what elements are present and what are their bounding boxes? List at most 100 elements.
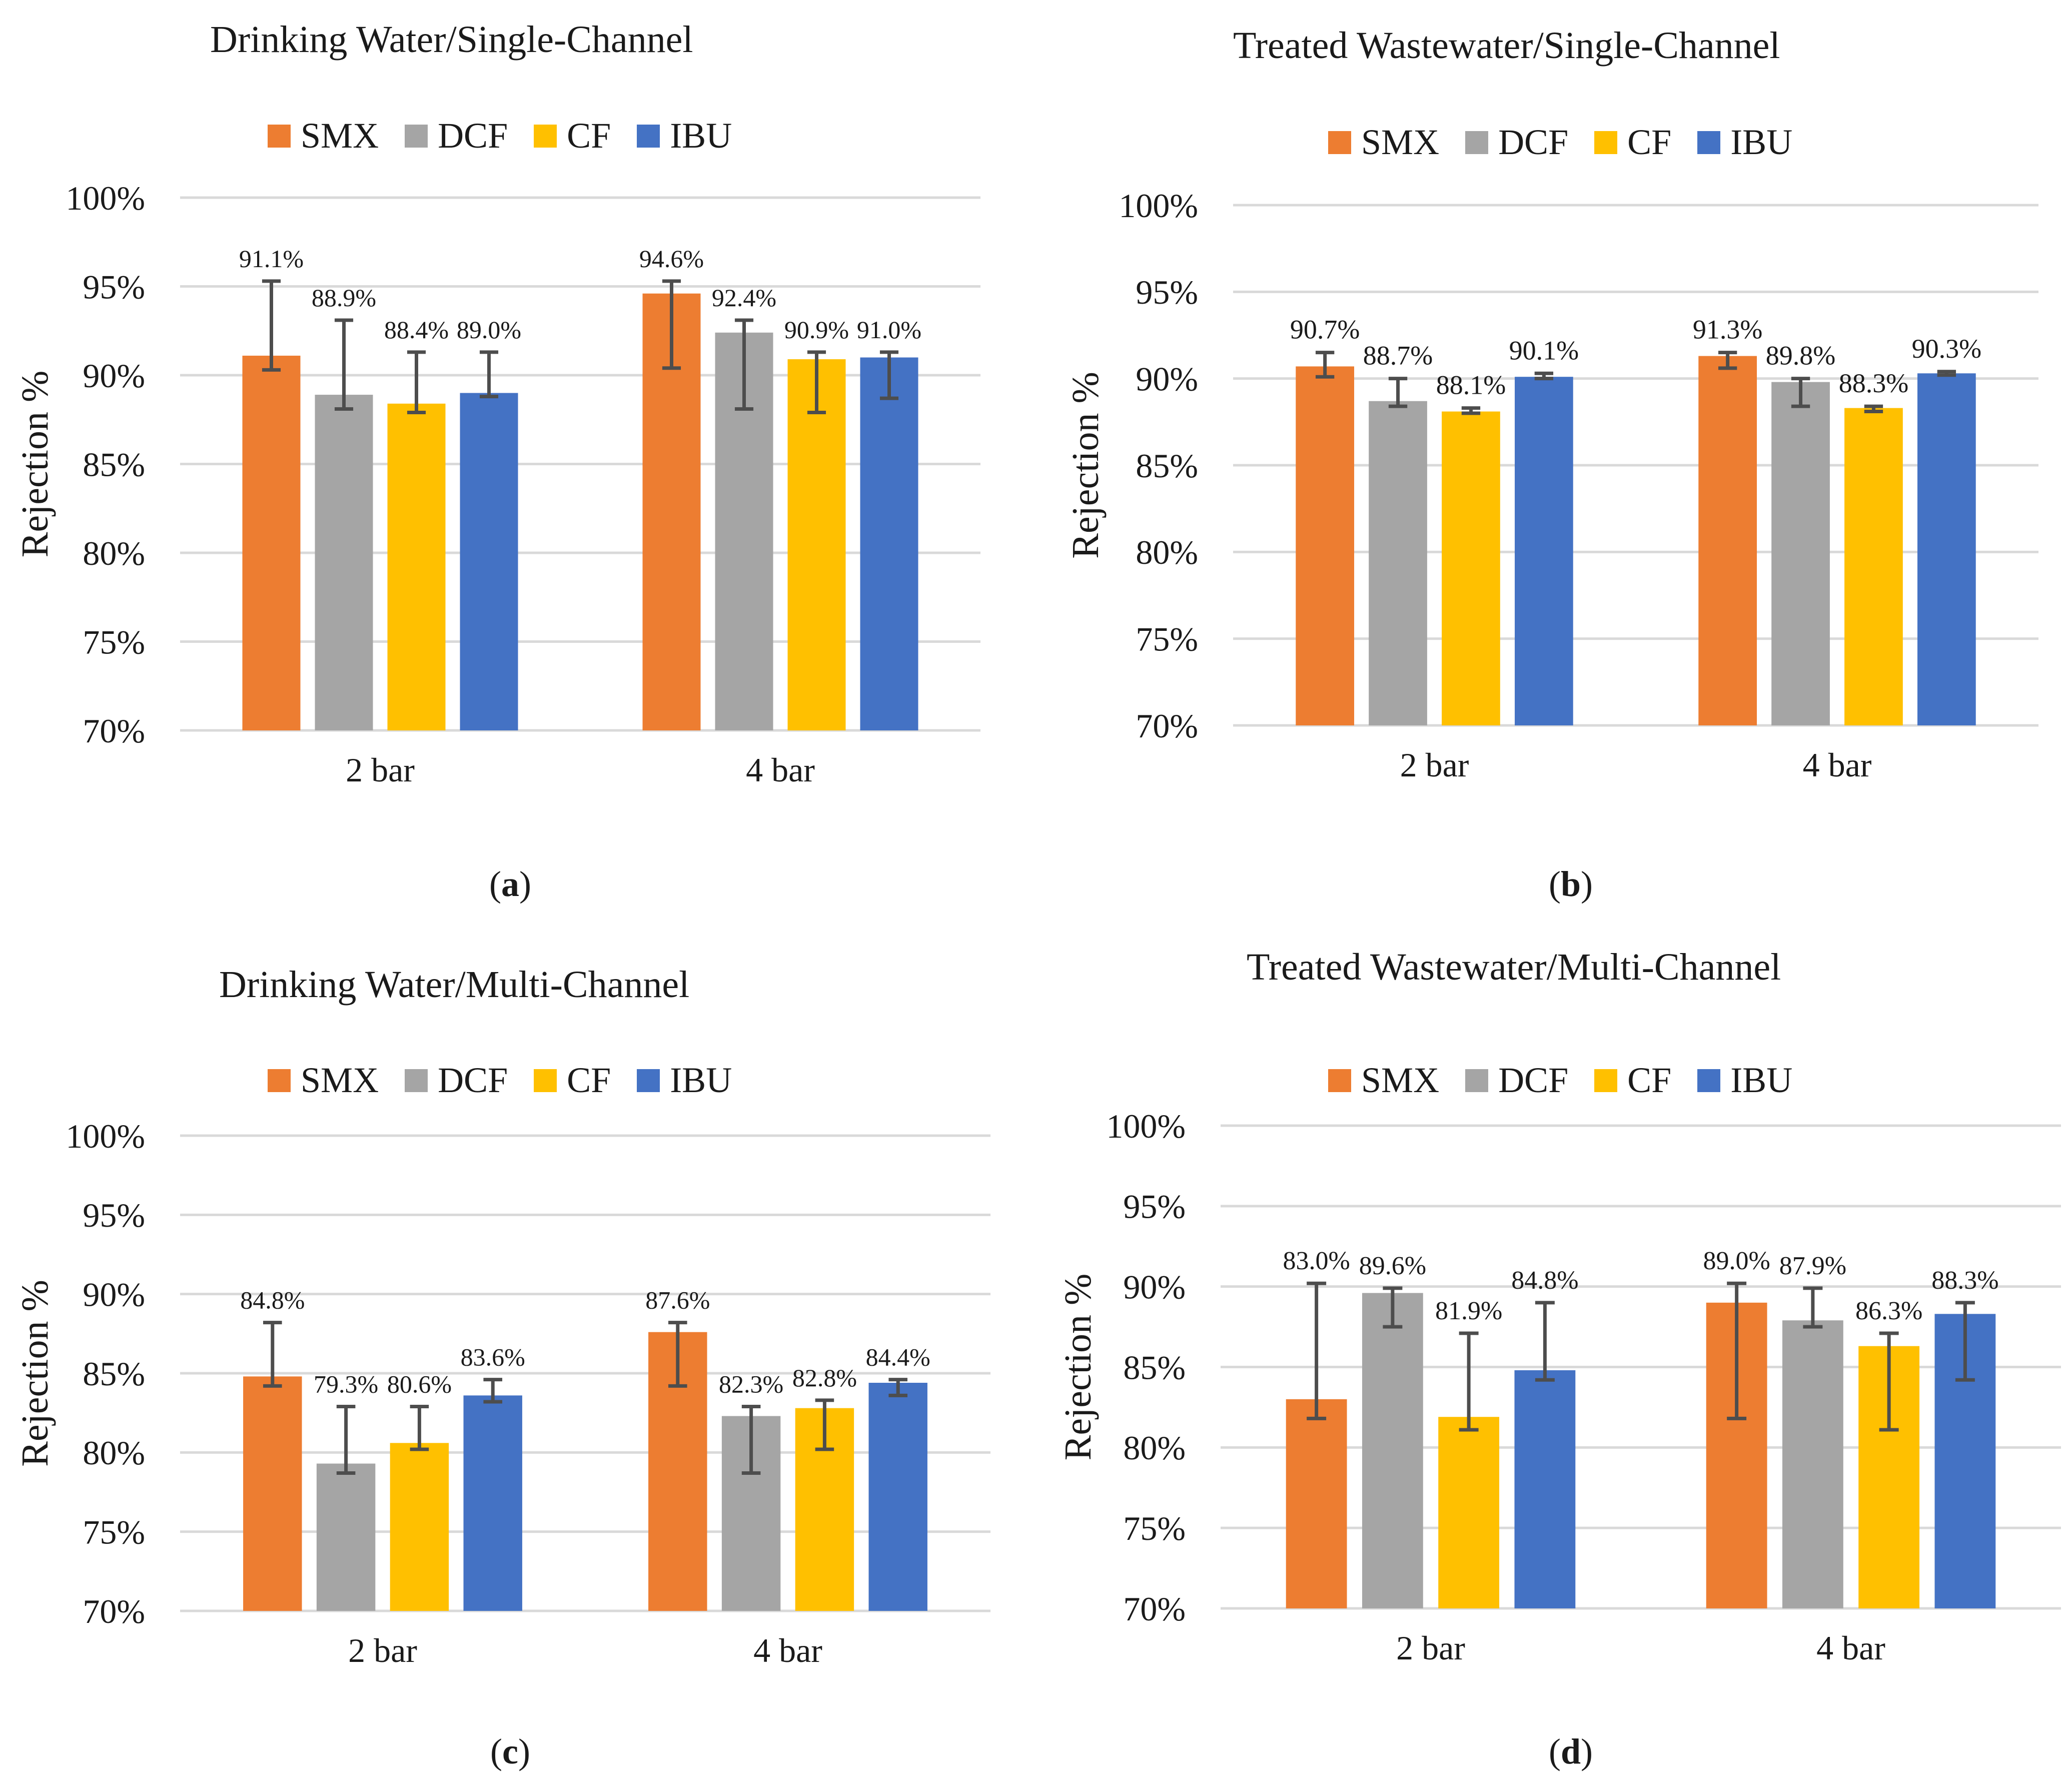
data-label: 91.0% xyxy=(857,316,921,344)
bar-chart: 70%75%80%85%90%95%100%Rejection %90.7%88… xyxy=(1065,187,2038,784)
bar-chart: 70% 75% 80% 85% 90% 95% 100% Rejection % 91.1% 88… xyxy=(14,179,980,789)
legend-item-cf: CF xyxy=(1594,122,1671,163)
legend-swatch-cf xyxy=(1594,1069,1618,1092)
y-axis-label: Rejection % xyxy=(1057,1274,1099,1461)
legend-item-smx: SMX xyxy=(268,1060,379,1101)
x-tick-label: 2 bar xyxy=(1396,1629,1465,1667)
bar-smx xyxy=(243,1376,302,1611)
data-label: 91.1% xyxy=(239,245,304,273)
y-tick-label: 80% xyxy=(83,1434,145,1472)
legend-item-smx: SMX xyxy=(1328,122,1439,163)
data-label: 87.6% xyxy=(645,1286,710,1314)
y-tick-label: 85% xyxy=(1136,447,1198,485)
data-label: 83.0% xyxy=(1283,1247,1350,1275)
y-tick-label: 100% xyxy=(1119,187,1198,225)
bar-chart: 70% 75% 80% 85% 90% 95% 100% Rejection % 84.8% 79… xyxy=(14,1117,990,1669)
y-tick-label: 100% xyxy=(1106,1107,1186,1145)
y-tick-label: 70% xyxy=(1123,1590,1186,1628)
data-label: 88.3% xyxy=(1931,1266,1998,1295)
y-tick-label: 75% xyxy=(83,623,145,661)
y-tick-label: 90% xyxy=(1136,360,1198,398)
legend-label: DCF xyxy=(438,116,508,156)
legend-item-dcf: DCF xyxy=(405,1060,508,1101)
bar-dcf xyxy=(1771,382,1830,725)
data-label: 89.8% xyxy=(1766,341,1835,371)
data-label: 88.9% xyxy=(312,284,376,312)
legend-item-cf: CF xyxy=(534,1060,611,1101)
legend-item-cf: CF xyxy=(1594,1060,1671,1101)
bar-ibu xyxy=(1514,1370,1576,1608)
legend-label: IBU xyxy=(1730,1060,1793,1100)
bar-dcf xyxy=(1782,1320,1843,1608)
data-label: 91.3% xyxy=(1693,315,1762,345)
data-label: 92.4% xyxy=(712,284,776,312)
bar-dcf xyxy=(1362,1293,1423,1608)
bar-smx xyxy=(1286,1399,1347,1608)
bar-cf xyxy=(390,1443,449,1611)
bar-smx xyxy=(1296,366,1355,725)
data-label: 82.8% xyxy=(792,1364,857,1392)
bar-ibu xyxy=(1917,373,1976,725)
bar-ibu xyxy=(860,357,918,730)
data-label: 89.0% xyxy=(457,316,521,344)
y-tick-label: 95% xyxy=(1136,273,1198,311)
y-tick-label: 95% xyxy=(1123,1188,1186,1226)
y-tick-label: 85% xyxy=(83,1355,145,1393)
legend-swatch-dcf xyxy=(1465,131,1489,154)
legend-item-ibu: IBU xyxy=(1697,1060,1792,1101)
legend-label: SMX xyxy=(301,116,379,156)
legend-swatch-cf xyxy=(1594,131,1618,154)
legend-item-dcf: DCF xyxy=(1465,122,1568,163)
y-tick-label: 90% xyxy=(83,357,145,395)
caption-letter: d xyxy=(1560,1731,1581,1771)
data-label: 89.6% xyxy=(1359,1252,1426,1280)
legend-item-ibu: IBU xyxy=(637,1060,732,1101)
x-tick-label: 4 bar xyxy=(746,751,815,789)
caption-letter: b xyxy=(1560,864,1581,904)
data-label: 88.4% xyxy=(384,316,449,344)
legend-swatch-smx xyxy=(1328,1069,1351,1092)
x-tick-label: 4 bar xyxy=(1816,1629,1885,1667)
data-label: 79.3% xyxy=(314,1370,378,1398)
bar-cf xyxy=(1442,411,1500,725)
bar-smx xyxy=(1698,356,1757,725)
legend-label: CF xyxy=(567,116,611,156)
caption-close: ) xyxy=(518,1731,530,1771)
data-label: 87.9% xyxy=(1779,1252,1846,1280)
legend: SMX DCF CF IBU xyxy=(1328,122,1818,163)
bar-ibu xyxy=(868,1383,927,1611)
legend-swatch-dcf xyxy=(405,124,428,148)
y-tick-label: 80% xyxy=(83,534,145,572)
panel-caption: (d) xyxy=(1521,1731,1621,1772)
legend-swatch-smx xyxy=(268,1069,291,1092)
chart-title: Drinking Water/Multi-Channel xyxy=(219,964,690,1006)
legend-swatch-ibu xyxy=(1697,131,1721,154)
legend-item-dcf: DCF xyxy=(405,115,508,157)
chart-title: Treated Wastewater/Single-Channel xyxy=(1233,25,1780,67)
y-tick-label: 80% xyxy=(1123,1429,1186,1467)
y-tick-label: 70% xyxy=(83,1592,145,1630)
caption-letter: a xyxy=(501,864,519,904)
caption-open: ( xyxy=(1548,864,1561,904)
legend-label: IBU xyxy=(670,1060,732,1100)
y-tick-label: 75% xyxy=(1123,1509,1186,1547)
bar-dcf xyxy=(316,1463,376,1611)
data-label: 84.4% xyxy=(866,1343,930,1371)
data-label: 88.3% xyxy=(1839,368,1908,398)
bar-dcf xyxy=(315,395,373,730)
data-label: 94.6% xyxy=(639,245,704,273)
x-tick-label: 2 bar xyxy=(1400,746,1469,784)
legend-label: SMX xyxy=(301,1060,379,1100)
data-label: 89.0% xyxy=(1703,1247,1770,1275)
data-label: 83.6% xyxy=(461,1343,525,1371)
y-tick-label: 95% xyxy=(83,268,145,306)
caption-close: ) xyxy=(1581,1731,1593,1771)
data-label: 90.1% xyxy=(1509,335,1579,365)
chart-title: Drinking Water/Single-Channel xyxy=(210,19,693,61)
bar-ibu xyxy=(1514,377,1573,725)
data-label: 80.6% xyxy=(387,1370,452,1398)
legend-swatch-cf xyxy=(534,124,557,148)
y-tick-label: 95% xyxy=(83,1196,145,1234)
caption-open: ( xyxy=(1548,1731,1561,1771)
data-label: 82.3% xyxy=(719,1370,783,1398)
